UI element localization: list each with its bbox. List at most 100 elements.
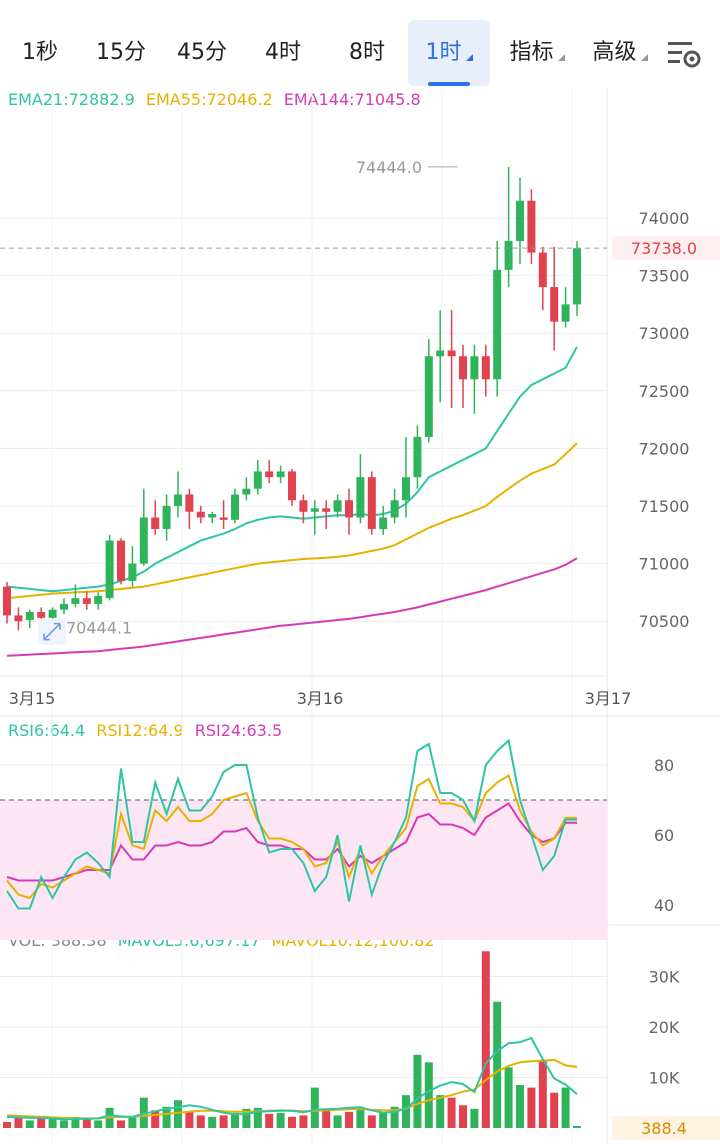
ema-legend: EMA21:72882.9 EMA55:72046.2 EMA144:71045… — [8, 90, 427, 109]
candle-body — [573, 248, 581, 305]
candle — [459, 344, 467, 409]
candle-body — [231, 494, 239, 520]
volume-bar — [459, 1105, 467, 1128]
volume-bar — [436, 1095, 445, 1128]
candle-body — [333, 500, 342, 512]
candle-body — [516, 200, 524, 242]
candle-body — [139, 517, 148, 564]
candle-body — [390, 500, 399, 518]
active-tab-indicator — [428, 82, 470, 86]
candle-body — [60, 603, 68, 610]
ema21-value: EMA21:72882.9 — [8, 90, 135, 109]
ema144-line — [6, 557, 578, 657]
candle — [333, 494, 342, 518]
candle — [481, 344, 490, 397]
candle — [196, 506, 205, 524]
timeframe-tab-bar: 1秒 15分 45分 4时 8时 1时 指标 高级 — [0, 0, 720, 88]
candle — [538, 246, 547, 311]
tab-indicators[interactable]: 指标 — [500, 20, 574, 86]
rsi6-line — [6, 738, 577, 910]
candle-body — [561, 304, 570, 322]
current-volume-badge — [612, 1116, 720, 1140]
candle-body — [288, 471, 296, 501]
volume-bar — [402, 1095, 410, 1128]
candle-body — [276, 471, 285, 478]
tab-8h[interactable]: 8时 — [349, 40, 385, 65]
chart-settings-icon[interactable] — [664, 34, 704, 74]
candle — [516, 177, 524, 265]
price-tick-label: 72500 — [639, 382, 690, 401]
candle-body — [356, 477, 365, 518]
volume-bar — [3, 1121, 11, 1128]
candle — [527, 189, 536, 265]
volume-bar — [538, 1059, 547, 1128]
candle-body — [174, 494, 182, 506]
candle — [60, 598, 68, 615]
candle — [151, 500, 160, 535]
ema55-value: EMA55:72046.2 — [145, 90, 273, 109]
rsi12-line — [6, 773, 577, 900]
candle-body — [345, 500, 353, 518]
mavol5-line — [6, 1036, 578, 1121]
low-price-label: 70444.1 — [66, 619, 132, 638]
candle — [390, 488, 399, 524]
candle — [139, 488, 148, 566]
volume-bar — [139, 1097, 148, 1128]
volume-bar — [196, 1115, 205, 1128]
volume-bar — [37, 1117, 46, 1128]
candle-body — [504, 241, 513, 270]
candle — [105, 534, 114, 601]
volume-bar — [48, 1118, 57, 1128]
volume-bar — [310, 1087, 319, 1128]
volume-bar — [208, 1116, 217, 1128]
rsi24-value: RSI24:63.5 — [194, 721, 283, 740]
volume-bar — [493, 1001, 502, 1128]
volume-bar — [174, 1100, 182, 1128]
candle-body — [117, 540, 125, 581]
dropdown-triangle-icon — [640, 54, 648, 61]
candle — [276, 465, 285, 483]
candle — [174, 471, 182, 518]
volume-bar — [322, 1110, 331, 1128]
candle-body — [527, 200, 536, 253]
candle-body — [185, 494, 194, 512]
candle — [379, 506, 388, 535]
candle — [345, 488, 353, 535]
candle-body — [37, 611, 46, 618]
candle — [447, 310, 456, 409]
volume-bar — [14, 1115, 23, 1128]
volume-bar — [219, 1115, 228, 1128]
candle — [219, 500, 228, 530]
expand-arrow-icon — [43, 622, 61, 641]
candle — [185, 488, 194, 530]
tab-1h[interactable]: 1时 — [408, 20, 490, 86]
tab-15m[interactable]: 15分 — [96, 40, 146, 65]
volume-bar — [516, 1085, 524, 1128]
time-tick-label: 3月17 — [585, 689, 632, 708]
volume-bar — [94, 1120, 103, 1128]
volume-tick-label: 20K — [649, 1018, 680, 1037]
candle-body — [196, 511, 205, 518]
volume-bar — [25, 1120, 34, 1128]
rsi-tick-label: 80 — [654, 756, 674, 775]
tab-45m[interactable]: 45分 — [177, 40, 227, 65]
candle-body — [25, 611, 34, 621]
candle-body — [3, 586, 11, 616]
ema-lines — [6, 346, 578, 657]
volume-bar — [288, 1116, 296, 1128]
volume-bars — [3, 951, 581, 1128]
tab-4h[interactable]: 4时 — [265, 40, 301, 65]
price-tick-label: 71500 — [639, 497, 690, 516]
tab-1s[interactable]: 1秒 — [22, 40, 58, 65]
candle — [117, 538, 125, 585]
candle-body — [322, 508, 331, 512]
price-tick-label: 73000 — [639, 324, 690, 343]
candle-body — [128, 563, 137, 581]
ema21-line — [6, 346, 578, 593]
candle-body — [48, 609, 57, 618]
candle — [94, 592, 103, 610]
tab-advanced[interactable]: 高级 — [582, 20, 658, 86]
rsi-tick-label: 40 — [654, 896, 674, 915]
time-tick-label: 3月16 — [297, 689, 344, 708]
